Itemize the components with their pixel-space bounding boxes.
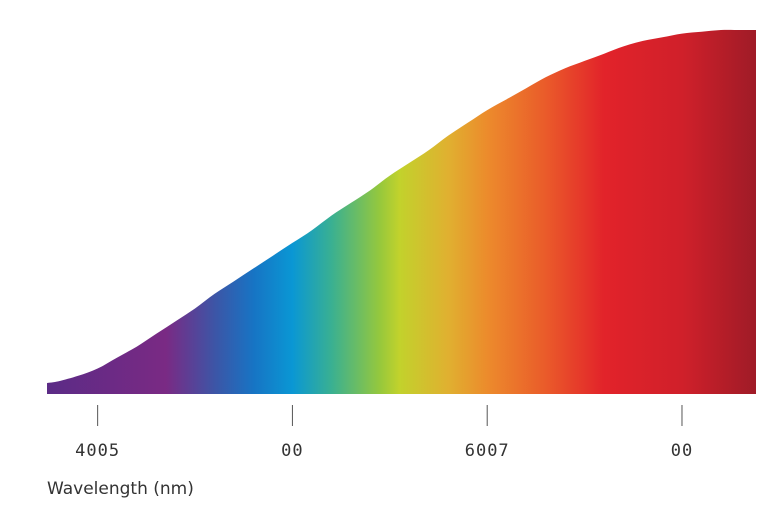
plot-area [47,29,756,394]
x-axis-label: Wavelength (nm) [47,479,194,499]
x-axis: 4005 00 6007 00 [75,405,693,461]
x-tick-label: 00 [671,441,693,461]
x-tick-label: 00 [281,441,303,461]
spectrum-area [47,29,756,394]
x-tick-label: 6007 [465,441,510,461]
x-tick-label: 4005 [75,441,120,461]
